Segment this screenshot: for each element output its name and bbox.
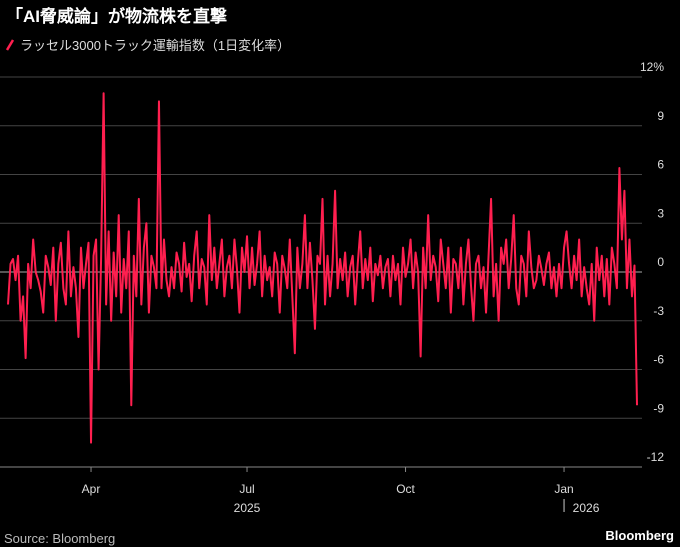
x-tick-label: Jul [239, 482, 254, 496]
source: Source: Bloomberg [4, 531, 115, 546]
y-tick-label: 0 [657, 255, 664, 269]
y-tick-label: 3 [657, 206, 664, 220]
x-tick-label: Apr [82, 482, 101, 496]
x-tick-label: Jan [554, 482, 573, 496]
legend-label: ラッセル3000トラック運輸指数（1日変化率） [20, 38, 290, 53]
year-label: 2026 [573, 501, 600, 515]
x-tick-label: Oct [396, 482, 415, 496]
brand: Bloomberg [605, 528, 674, 543]
y-tick-label: 12% [640, 60, 664, 74]
y-tick-label: -12 [647, 450, 665, 464]
y-tick-label: 6 [657, 158, 664, 172]
y-tick-label: -9 [653, 401, 664, 415]
year-label: 2025 [234, 501, 261, 515]
series-line [7, 92, 638, 444]
y-tick-label: -3 [653, 304, 664, 318]
legend-swatch [5, 39, 15, 51]
y-tick-label: 9 [657, 109, 664, 123]
chart-title: 「AI脅威論」が物流株を直撃 [6, 6, 227, 26]
y-tick-label: -6 [653, 353, 664, 367]
